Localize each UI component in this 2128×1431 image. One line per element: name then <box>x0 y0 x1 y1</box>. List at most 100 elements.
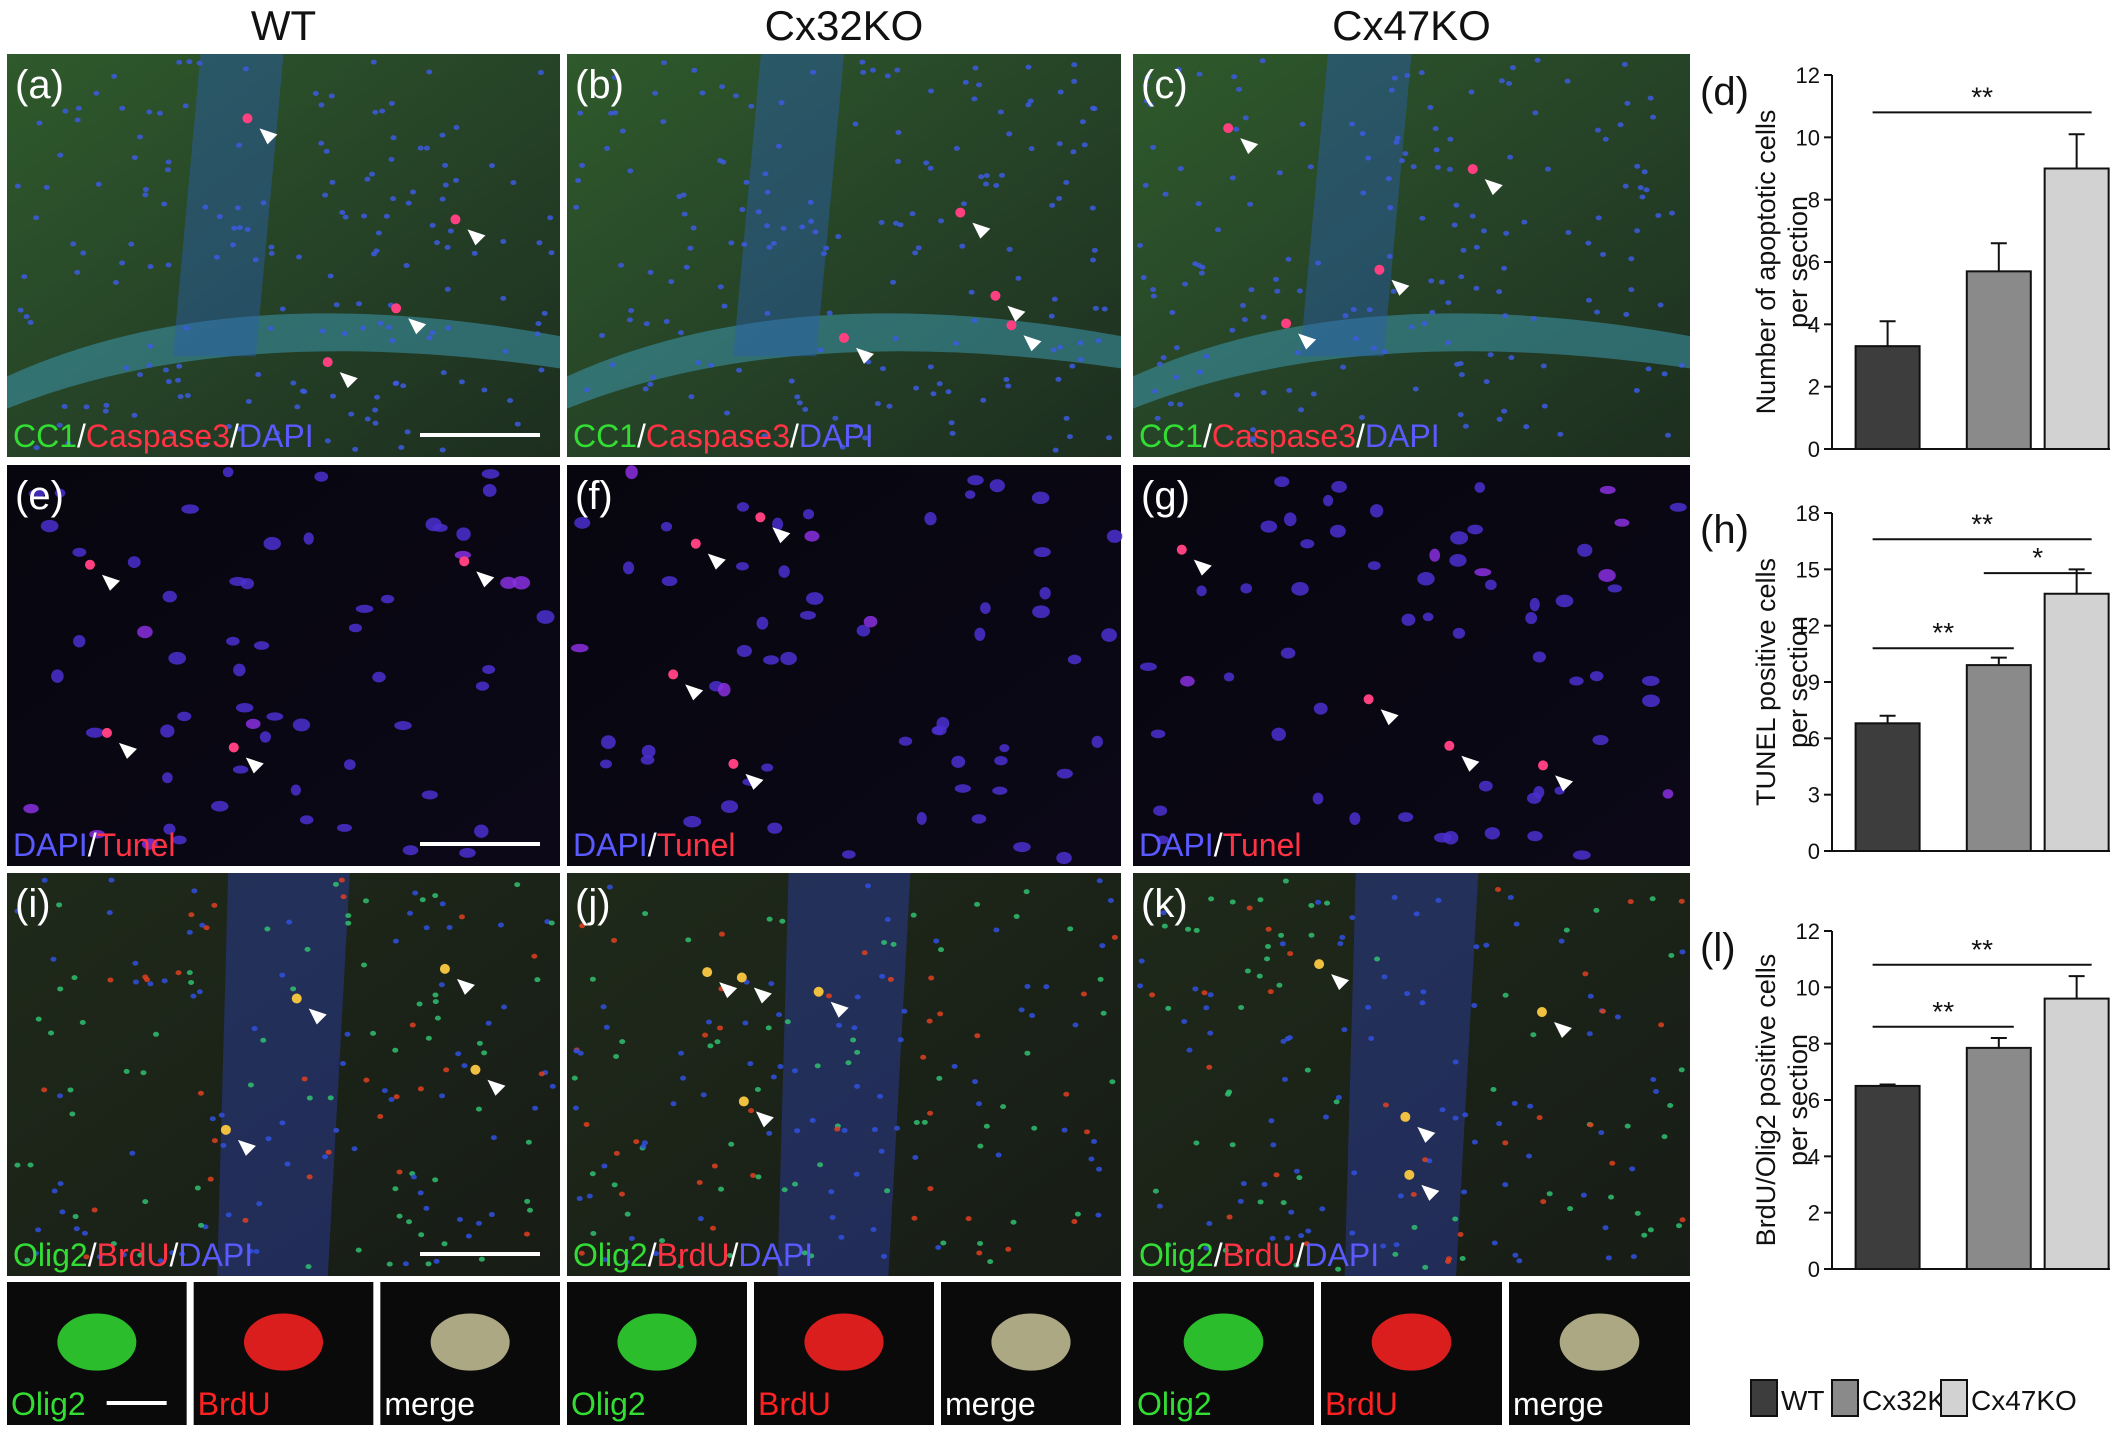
cell <box>1057 344 1064 350</box>
arrowhead <box>685 684 704 701</box>
cell <box>721 303 728 309</box>
y-tick-label: 6 <box>1808 726 1820 751</box>
y-tick-label: 3 <box>1808 783 1820 808</box>
cell <box>573 1048 580 1054</box>
cell <box>878 1148 885 1154</box>
cell <box>390 135 397 141</box>
cell <box>75 105 82 111</box>
labeled-cell <box>450 214 461 225</box>
labeled-cell <box>1176 544 1187 555</box>
cell <box>1284 1036 1291 1042</box>
micrograph-image <box>1133 873 1690 1276</box>
cell <box>1206 1064 1213 1070</box>
cell <box>1457 360 1464 366</box>
cell <box>1433 147 1440 153</box>
y-tick-label: 12 <box>1796 919 1820 944</box>
cell <box>1005 383 1012 389</box>
cell <box>1586 297 1593 303</box>
cell <box>788 378 795 384</box>
cell <box>911 1215 918 1221</box>
cell <box>423 145 430 151</box>
cell <box>28 489 45 499</box>
cell <box>1142 83 1149 89</box>
cell <box>312 90 319 96</box>
cell <box>1513 921 1520 927</box>
panel-label: (j) <box>575 882 611 926</box>
cell <box>1284 1235 1291 1241</box>
stain-part: / <box>1203 418 1212 454</box>
cell <box>14 1162 21 1168</box>
cell <box>136 372 143 378</box>
cell <box>225 1212 232 1218</box>
cell <box>1201 990 1208 996</box>
cell <box>137 625 153 639</box>
cell <box>1084 1129 1091 1135</box>
cell <box>1010 1219 1017 1225</box>
cell <box>1340 364 1347 370</box>
cell <box>1140 275 1147 281</box>
cell <box>147 981 154 987</box>
cell <box>1525 612 1538 625</box>
cell <box>62 108 69 114</box>
cell <box>1240 302 1247 308</box>
cell <box>1259 58 1266 64</box>
cell <box>176 59 183 65</box>
cell <box>1602 136 1609 142</box>
cell <box>14 183 21 189</box>
cell <box>576 1196 583 1202</box>
cell <box>854 994 861 1000</box>
stain-part: BrdU <box>657 1237 730 1273</box>
cell <box>1231 74 1238 80</box>
cell <box>181 504 199 514</box>
cell <box>1512 1252 1519 1258</box>
cell <box>502 348 509 354</box>
cell <box>1250 437 1257 443</box>
cell <box>1387 205 1394 211</box>
cell <box>1678 362 1685 368</box>
cell <box>926 1018 933 1024</box>
cell <box>1446 166 1453 172</box>
cell <box>1451 222 1458 228</box>
cell <box>1186 1047 1193 1053</box>
labeled-cell <box>1314 959 1325 970</box>
cell <box>714 1039 721 1045</box>
cell <box>1267 989 1274 995</box>
cell <box>777 1064 784 1070</box>
cell <box>244 227 251 233</box>
cell <box>1404 73 1411 79</box>
y-tick-label: 12 <box>1796 614 1820 639</box>
cell <box>70 241 77 247</box>
cell <box>1558 938 1565 944</box>
cell <box>1150 729 1166 739</box>
cell <box>1315 260 1322 266</box>
cell <box>994 755 1008 766</box>
cell <box>264 926 271 932</box>
labeled-cell <box>439 963 450 974</box>
cell <box>1527 1103 1534 1109</box>
cell <box>306 1174 313 1180</box>
cell <box>1160 355 1167 361</box>
cell <box>1300 539 1315 549</box>
arrowhead <box>487 1079 506 1096</box>
cell <box>1015 275 1022 281</box>
arrowhead <box>467 229 486 246</box>
cell <box>1359 131 1366 137</box>
cell <box>920 1054 927 1060</box>
cell <box>1599 1008 1606 1014</box>
cell <box>372 109 379 115</box>
cell <box>1449 553 1467 567</box>
cell <box>1649 896 1656 902</box>
cell <box>1283 512 1297 527</box>
cell <box>162 590 177 603</box>
cell <box>1461 1189 1468 1195</box>
y-tick-label: 2 <box>1808 1201 1820 1226</box>
labeled-cell <box>728 758 739 769</box>
stain-label: Olig2/BrdU/DAPI <box>573 1237 813 1273</box>
cell <box>574 516 591 529</box>
cell <box>1501 408 1508 414</box>
cell <box>96 1254 103 1260</box>
panel-label: (f) <box>575 474 613 518</box>
arrowhead <box>772 527 791 544</box>
cell <box>711 1163 718 1169</box>
cell <box>1473 285 1480 291</box>
